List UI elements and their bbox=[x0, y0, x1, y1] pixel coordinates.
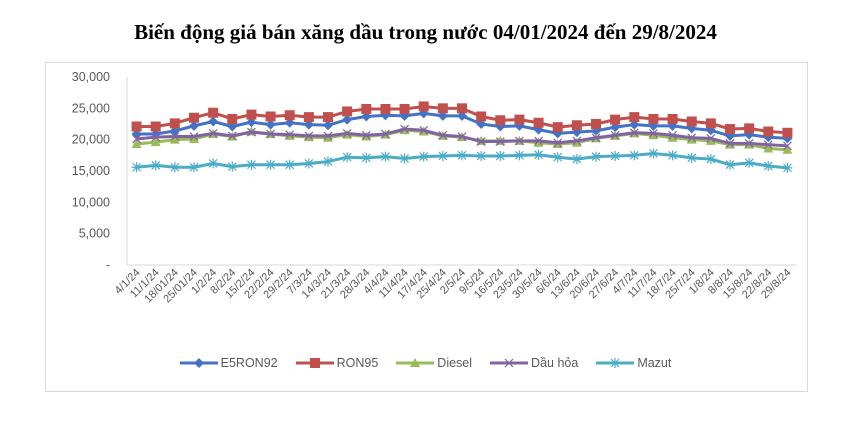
chart-title: Biến động giá bán xăng dầu trong nước 04… bbox=[134, 20, 717, 44]
x-marker-icon bbox=[490, 358, 529, 368]
triangle-marker-icon bbox=[396, 358, 435, 367]
legend-item: RON95 bbox=[295, 356, 379, 370]
legend-label: Mazut bbox=[637, 356, 672, 370]
series-mazut bbox=[131, 148, 793, 173]
chart-area bbox=[45, 62, 808, 392]
square-marker-icon bbox=[295, 358, 334, 368]
y-tick-label: - bbox=[106, 258, 110, 272]
y-tick-label: 20,000 bbox=[72, 133, 110, 147]
legend-item: Mazut bbox=[596, 356, 671, 370]
y-tick-label: 25,000 bbox=[72, 101, 110, 115]
y-tick-label: 10,000 bbox=[72, 195, 110, 209]
legend-item: Diesel bbox=[396, 356, 472, 370]
series-ron95 bbox=[131, 101, 793, 138]
chart-legend: E5RON92 RON95 Diesel Dầu hỏa Mazut bbox=[0, 356, 851, 370]
series-dầu-hỏa bbox=[132, 124, 792, 151]
legend-label: Dầu hỏa bbox=[531, 356, 579, 370]
y-tick-label: 5,000 bbox=[79, 227, 110, 241]
legend-label: Diesel bbox=[437, 356, 473, 370]
star-marker-icon bbox=[596, 358, 635, 368]
legend-item: Dầu hỏa bbox=[490, 356, 578, 370]
y-tick-label: 15,000 bbox=[72, 164, 110, 178]
legend-item: E5RON92 bbox=[179, 356, 278, 370]
y-tick-label: 30,000 bbox=[72, 70, 110, 84]
legend-label: E5RON92 bbox=[220, 356, 278, 370]
legend-label: RON95 bbox=[336, 356, 379, 370]
diamond-marker-icon bbox=[179, 358, 218, 368]
